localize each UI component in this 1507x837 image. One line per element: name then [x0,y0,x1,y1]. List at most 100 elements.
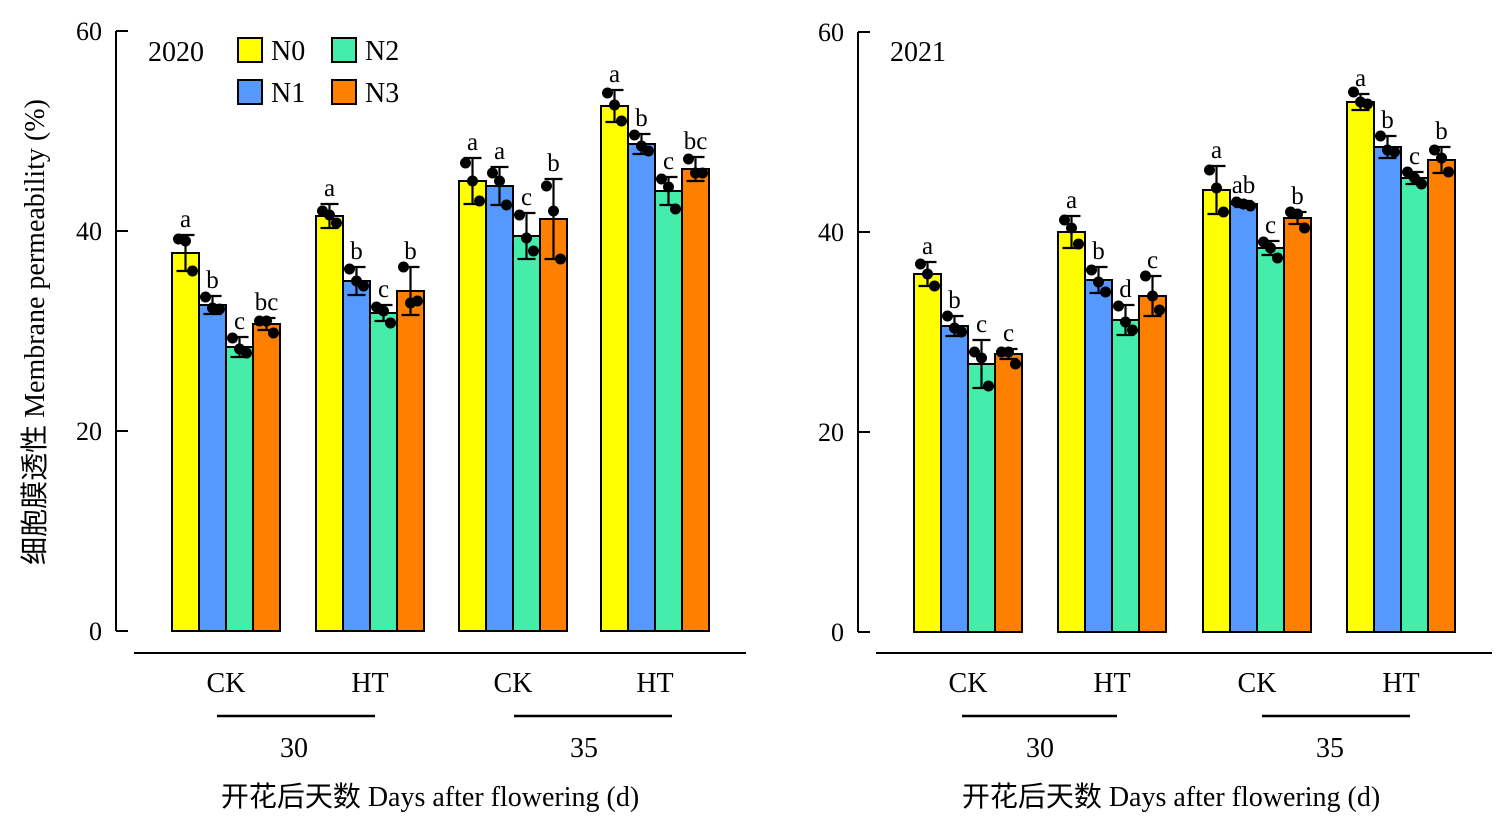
data-point [1147,290,1158,302]
significance-letter: bc [684,128,708,155]
data-point [1140,270,1151,282]
legend-label: N0 [271,36,305,67]
significance-letter: c [1409,143,1420,170]
bar [1057,231,1086,633]
data-point [405,297,416,309]
data-point [548,205,559,217]
data-point [261,315,272,327]
group-label: 30 [280,733,308,764]
data-point [663,181,674,193]
significance-letter: b [547,150,560,177]
bar [994,353,1023,633]
y-tick-label: 0 [831,618,844,647]
panel-title: 2020 [148,37,204,68]
bar [458,180,487,632]
legend-label: N2 [365,36,399,67]
data-point [1066,222,1077,234]
bar [1138,295,1167,633]
data-point [656,173,667,185]
legend-swatch [331,37,357,63]
significance-letter: a [922,233,933,260]
data-point [1120,316,1131,328]
significance-letter: a [324,175,335,202]
legend-swatch [237,37,263,63]
data-point [690,167,701,179]
bar [315,215,344,632]
significance-letter: bc [255,289,279,316]
significance-letter: c [1003,320,1014,347]
category-label: CK [494,668,533,699]
legend-swatch [237,79,263,105]
data-point [514,209,525,221]
data-point [1059,214,1070,226]
data-point [942,310,953,322]
data-point [268,327,279,339]
data-point [180,235,191,247]
bar [1373,146,1402,633]
data-point [616,115,627,127]
significance-letter: b [635,105,648,132]
category-label: HT [1093,668,1130,699]
data-point [1375,130,1386,142]
data-point [670,203,681,215]
bar [1111,319,1140,633]
x-axis-label: 开花后天数 Days after flowering (d) [221,781,639,813]
significance-letter: b [1291,183,1304,210]
data-point [541,180,552,192]
data-point [1348,86,1359,98]
significance-letter: c [1265,212,1276,239]
data-point [1211,182,1222,194]
y-tick-label: 60 [76,17,102,46]
bar [225,346,254,632]
significance-letter: a [1066,187,1077,214]
data-point [1100,286,1111,298]
bar [198,304,227,632]
data-point [1429,144,1440,156]
bar [1427,159,1456,633]
category-label: CK [1238,668,1277,699]
category-label: CK [949,668,988,699]
significance-letter: b [1435,118,1448,145]
data-point [467,175,478,187]
data-point [227,332,238,344]
bar [1202,189,1231,633]
legend-swatch [331,79,357,105]
y-tick-label: 40 [818,218,844,247]
significance-letter: b [350,238,363,265]
bar [369,312,398,632]
data-point [983,380,994,392]
data-point [1093,276,1104,288]
data-point [555,253,566,265]
data-point [1299,222,1310,234]
bar [940,325,969,633]
bar [171,252,200,632]
bar [1084,279,1113,633]
category-label: CK [207,668,246,699]
data-point [915,258,926,270]
legend-label: N3 [365,78,399,109]
data-point [521,232,532,244]
category-label: HT [1382,668,1419,699]
data-point [1382,144,1393,156]
legend: N0 N1 N2 N3 [237,36,399,109]
significance-letter: a [1211,137,1222,164]
bar [1256,247,1285,633]
group-label: 30 [1026,733,1054,764]
data-point [1272,252,1283,264]
data-point [1010,358,1021,370]
data-point [351,275,362,287]
bar [1283,217,1312,633]
significance-letter: ab [1232,172,1256,199]
data-point [636,140,647,152]
data-point [1204,164,1215,176]
data-point [234,343,245,355]
data-point [494,175,505,187]
bar [967,363,996,633]
data-point [1003,346,1014,358]
data-point [474,195,485,207]
y-tick-label: 40 [76,217,102,246]
y-tick-label: 20 [76,417,102,446]
